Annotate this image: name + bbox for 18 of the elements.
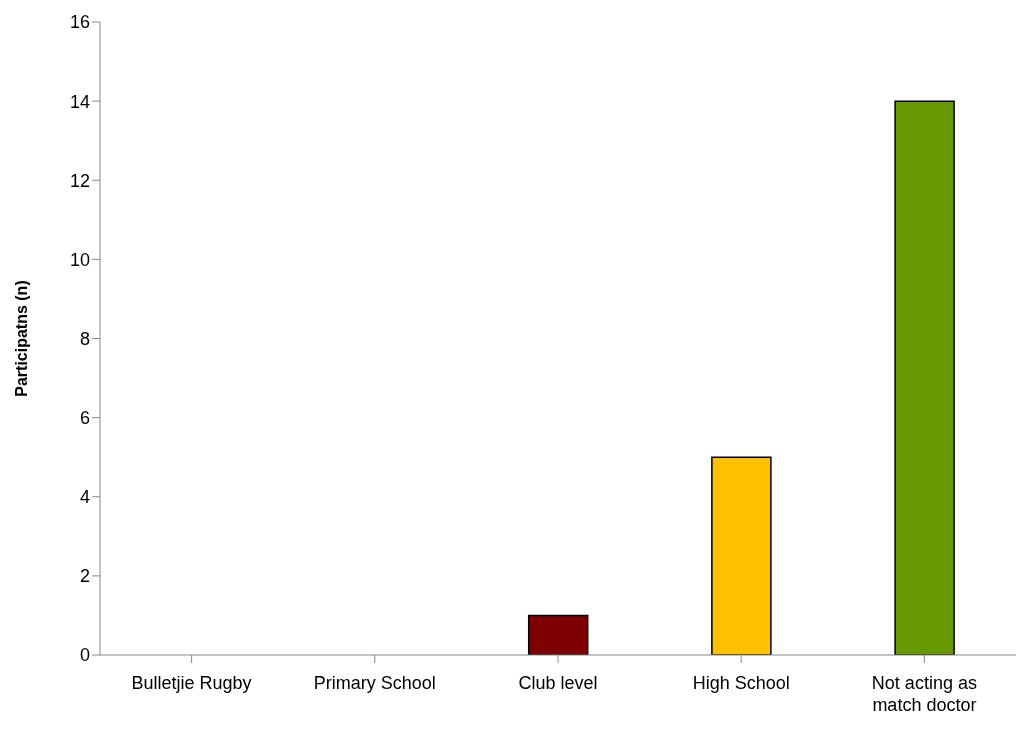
y-tick-label: 4	[79, 487, 90, 508]
y-tick-label: 0	[79, 645, 90, 666]
y-tick-label: 8	[79, 328, 90, 349]
bar	[527, 614, 589, 655]
x-tick-label: High School	[692, 673, 790, 693]
y-tick-label: 10	[69, 249, 90, 270]
x-tick-label: Primary School	[313, 673, 436, 693]
y-tick-label: 16	[69, 12, 90, 33]
y-tick-label: 12	[69, 170, 90, 191]
x-tick-label: Not acting as match doctor	[871, 673, 977, 715]
y-tick-label: 6	[79, 408, 90, 429]
bar	[894, 100, 955, 655]
y-tick-label: 14	[69, 91, 90, 112]
x-tick-label: Bulletjie Rugby	[131, 673, 252, 693]
y-axis-title: Participatns (n)	[12, 280, 30, 397]
y-tick-label: 2	[79, 566, 90, 587]
bar	[711, 456, 772, 655]
x-tick-label: Club level	[518, 673, 598, 693]
